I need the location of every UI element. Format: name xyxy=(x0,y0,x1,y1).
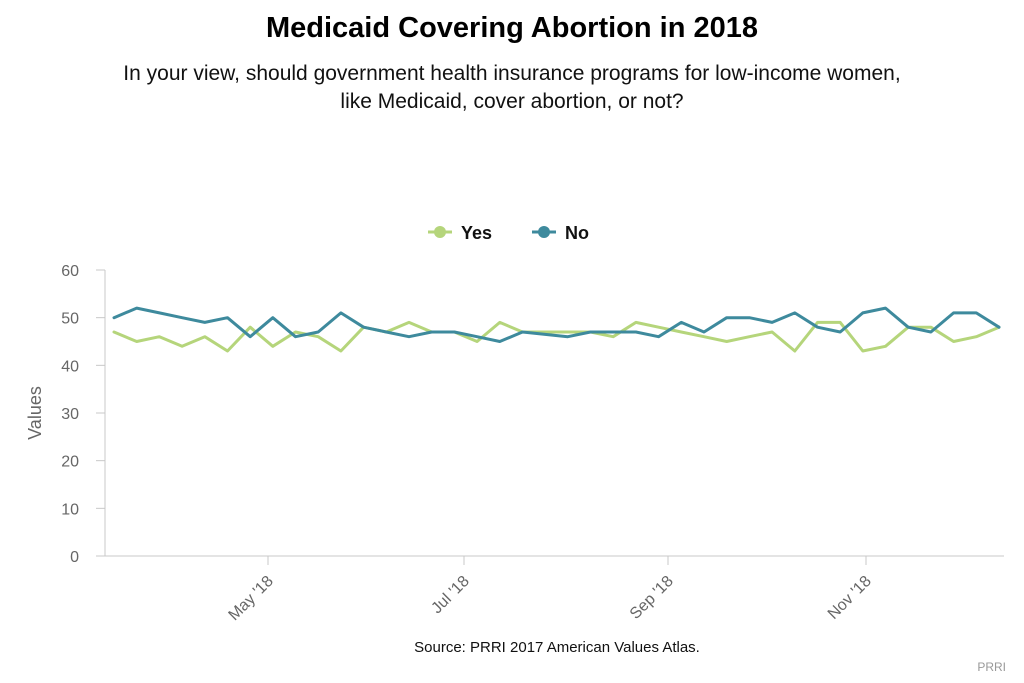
y-tick-label: 60 xyxy=(61,263,79,280)
chart-title: Medicaid Covering Abortion in 2018 xyxy=(265,12,758,44)
y-tick-label: 10 xyxy=(61,501,79,518)
legend-marker-no xyxy=(538,226,550,238)
x-tick-label: Sep '18 xyxy=(627,573,677,623)
x-tick-label: May '18 xyxy=(226,573,277,624)
legend-marker-yes xyxy=(434,226,446,238)
y-tick-label: 50 xyxy=(61,311,79,328)
series-line-yes xyxy=(112,320,1001,353)
x-tick-label: Jul '18 xyxy=(428,573,472,617)
y-axis-title: Values xyxy=(25,386,45,440)
y-tick-label: 0 xyxy=(70,549,79,566)
y-tick-label: 40 xyxy=(61,358,79,375)
x-tick-label: Nov '18 xyxy=(825,573,875,623)
legend-label-no: No xyxy=(565,223,589,243)
y-tick-label: 30 xyxy=(61,406,79,423)
source-note: Source: PRRI 2017 American Values Atlas. xyxy=(414,639,700,656)
chart-subtitle: In your view, should government health i… xyxy=(123,62,901,113)
credit-label: PRRI xyxy=(977,660,1006,674)
y-tick-label: 20 xyxy=(61,454,79,471)
legend-label-yes: Yes xyxy=(461,223,492,243)
series-line-no xyxy=(112,306,1001,343)
